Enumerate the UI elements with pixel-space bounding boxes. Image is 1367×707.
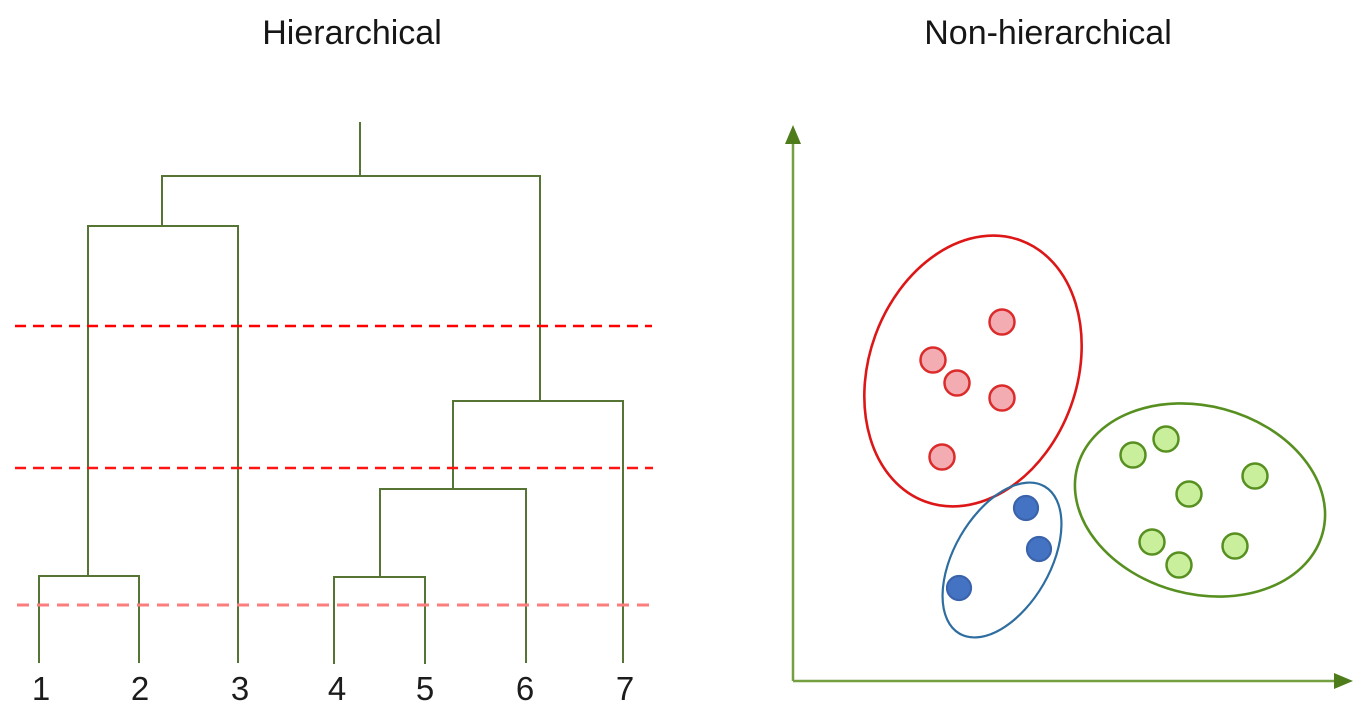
non-hierarchical-title: Non-hierarchical — [924, 14, 1172, 52]
red-cluster-point — [988, 308, 1016, 336]
red-cluster-point — [943, 369, 971, 397]
leaf-label: 6 — [516, 670, 534, 707]
scatter-clusters — [863, 234, 1327, 639]
red-cluster-ellipse — [863, 234, 1083, 508]
blue-cluster-point — [945, 574, 973, 602]
green-cluster-point — [1152, 425, 1180, 453]
blue-cluster-ellipse — [941, 481, 1063, 639]
hierarchical-title: Hierarchical — [262, 14, 442, 52]
blue-cluster-point — [1025, 535, 1053, 563]
leaf-label: 1 — [32, 670, 50, 707]
green-cluster-point — [1165, 551, 1193, 579]
red-cluster-point — [928, 443, 956, 471]
red-cluster-point — [988, 384, 1016, 412]
blue-cluster — [941, 481, 1063, 639]
cluster-cut-lines — [15, 324, 653, 607]
leaf-label: 7 — [616, 670, 634, 707]
red-cluster-point — [919, 346, 947, 374]
leaf-label: 5 — [416, 670, 434, 707]
dendrogram — [38, 122, 624, 664]
leaf-label: 2 — [131, 670, 149, 707]
leaf-label: 3 — [231, 670, 249, 707]
blue-cluster-point — [1012, 494, 1040, 522]
green-cluster-point — [1138, 528, 1166, 556]
green-cluster-point — [1221, 532, 1249, 560]
dendrogram-leaf-labels: 1 2 3 4 5 6 7 — [32, 670, 634, 707]
green-cluster-ellipse — [1073, 402, 1327, 598]
red-cluster — [863, 234, 1083, 508]
green-cluster-point — [1119, 441, 1147, 469]
up-arrow-icon — [785, 125, 801, 144]
green-cluster-point — [1241, 462, 1269, 490]
leaf-label: 4 — [328, 670, 346, 707]
scatter-axes — [785, 125, 1353, 689]
green-cluster-point — [1175, 480, 1203, 508]
green-cluster — [1073, 402, 1327, 598]
right-arrow-icon — [1334, 673, 1353, 689]
